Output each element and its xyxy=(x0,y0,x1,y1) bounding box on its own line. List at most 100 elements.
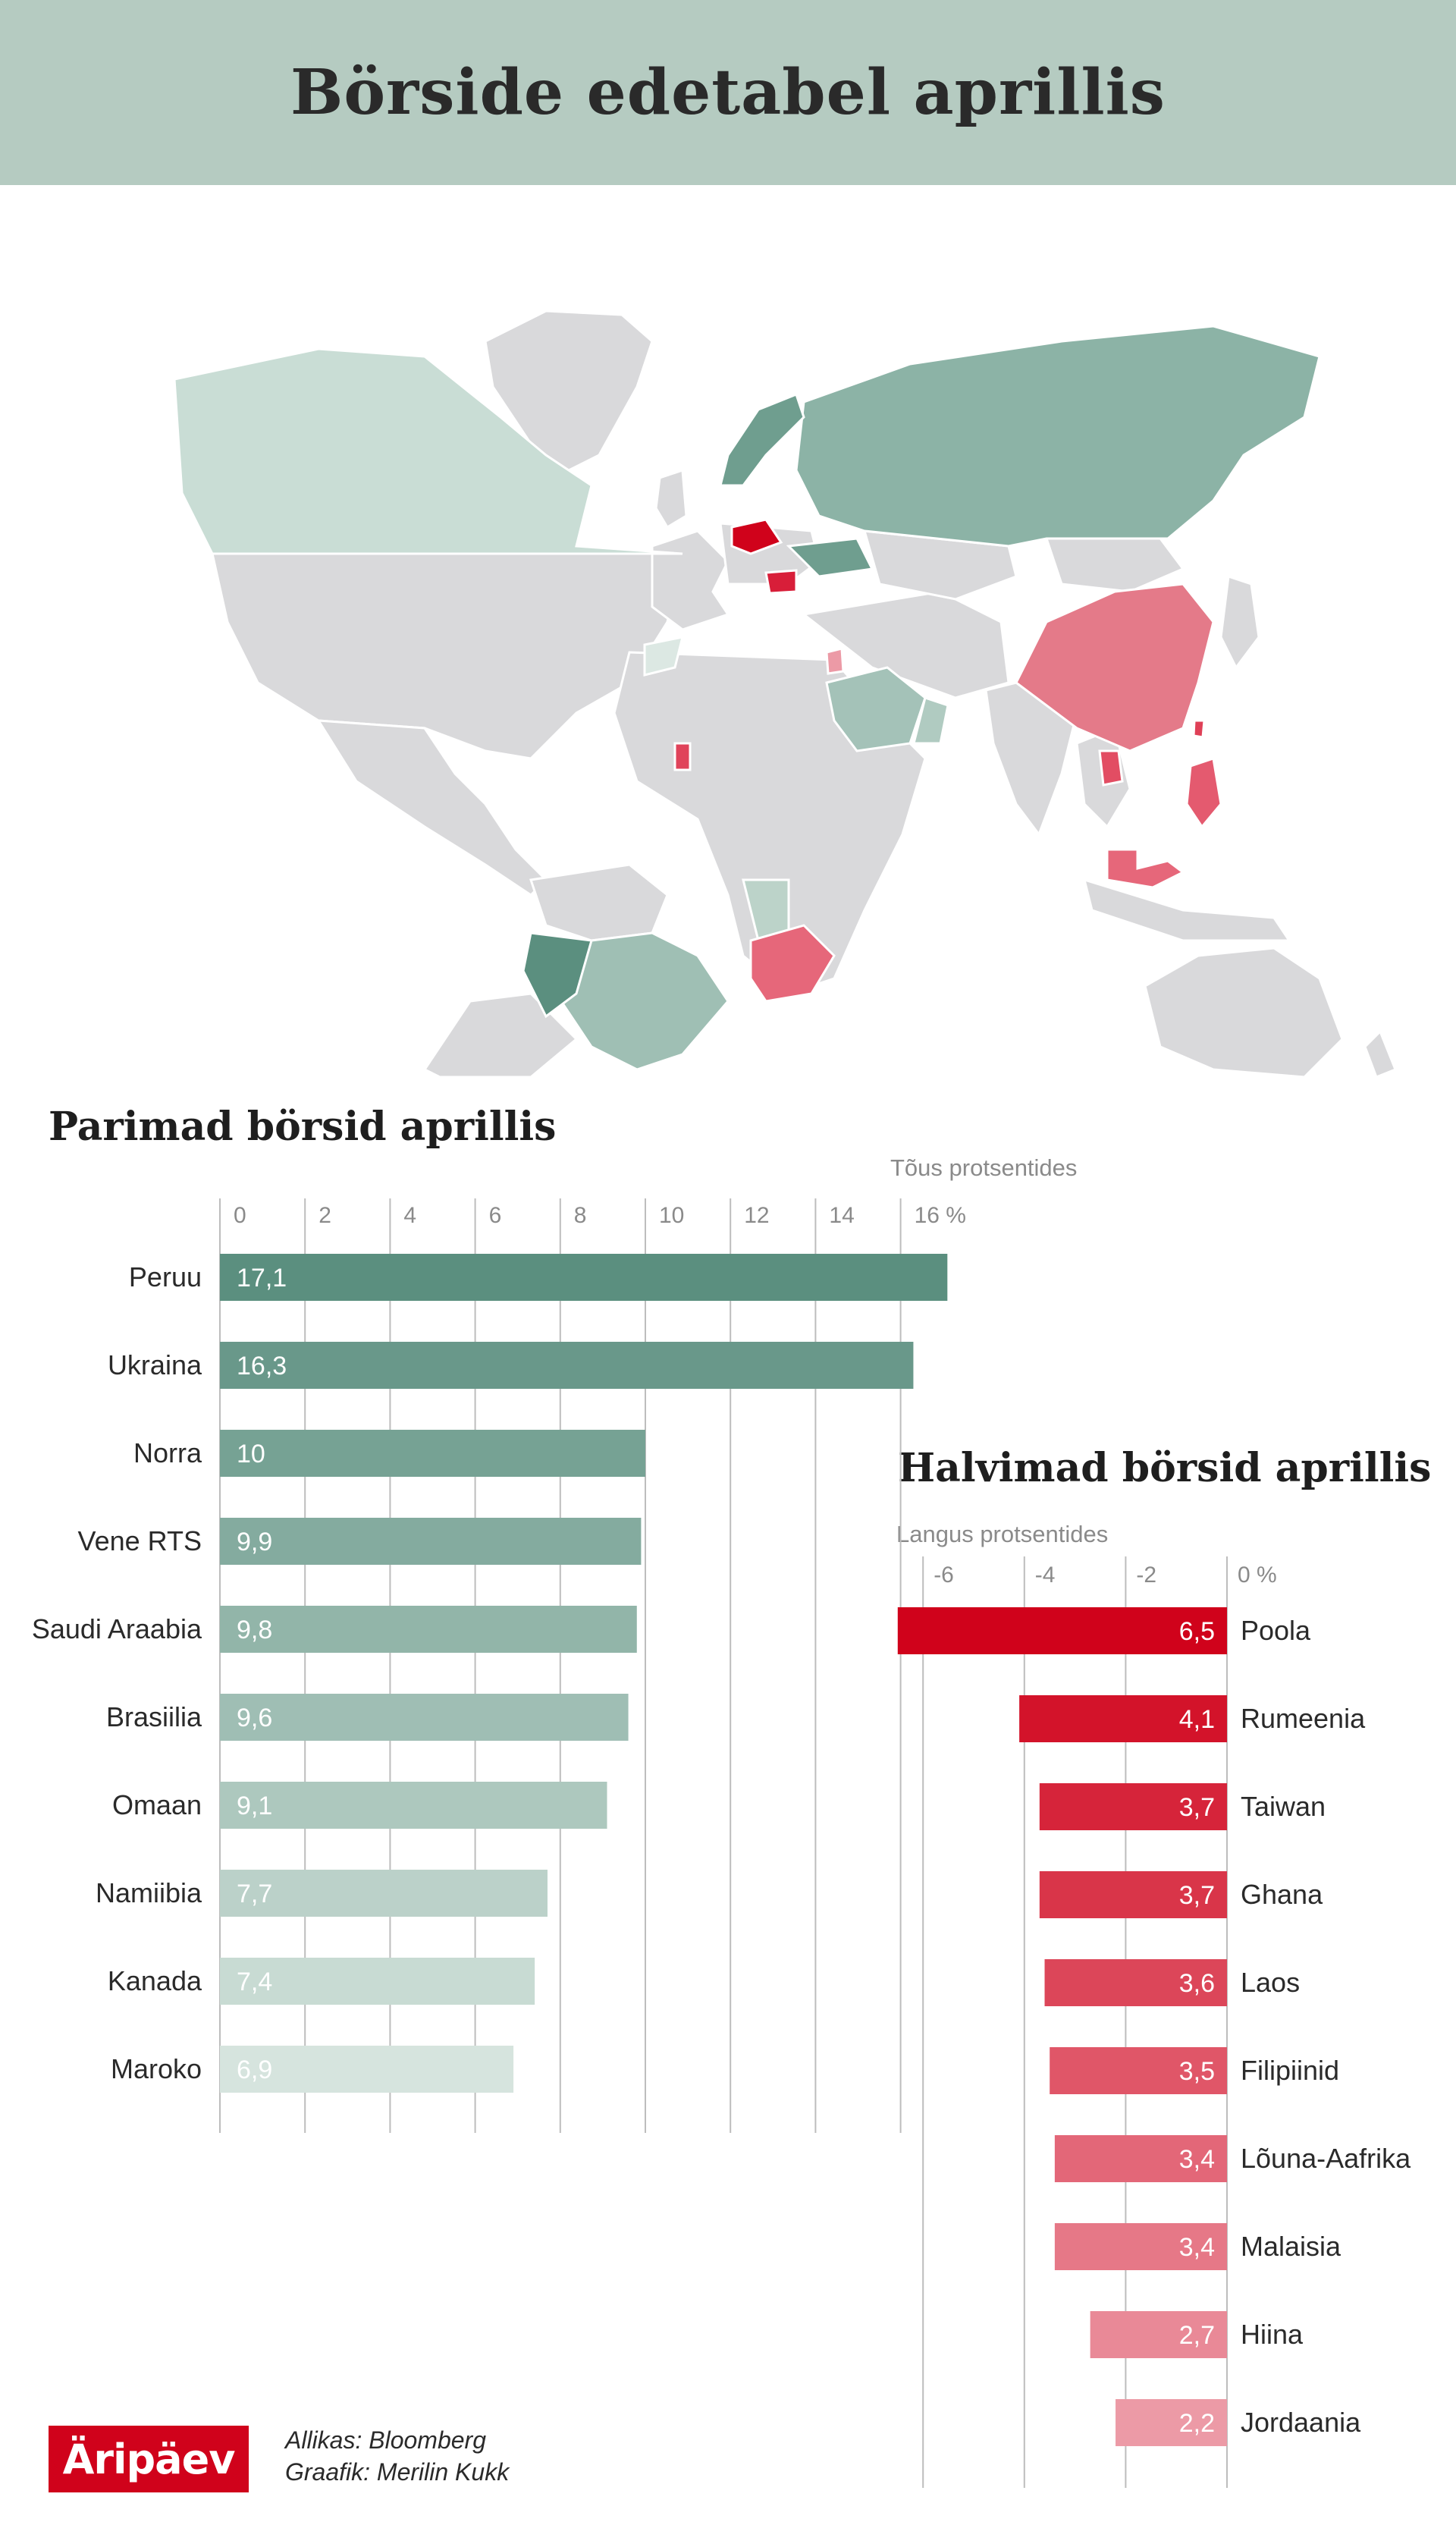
best-bar-value-label: 9,8 xyxy=(237,1616,272,1644)
worst-bar-value-label: 2,7 xyxy=(1179,2321,1215,2350)
worst-category-label: Laos xyxy=(1241,1967,1300,1998)
best-bar-value-label: 9,6 xyxy=(237,1704,272,1732)
best-bar-value-label: 10 xyxy=(237,1440,265,1468)
map-region-china xyxy=(1015,583,1215,752)
world-map xyxy=(173,309,1397,1077)
best-bar-maroko xyxy=(220,2046,514,2093)
map-region-poland xyxy=(730,518,783,555)
best-bar-namiibia xyxy=(220,1870,548,1917)
map-region-argentina xyxy=(422,992,579,1077)
worst-category-label: Taiwan xyxy=(1241,1791,1326,1822)
map-region-west-europe xyxy=(651,529,730,631)
best-x-tick-label: 16 % xyxy=(915,1203,966,1228)
map-loss-regions xyxy=(673,518,1222,1003)
map-region-oman xyxy=(912,696,949,745)
worst-bar-value-label: 3,6 xyxy=(1179,1969,1215,1998)
best-category-label: Vene RTS xyxy=(78,1525,202,1556)
worst-category-label: Poola xyxy=(1241,1615,1311,1646)
map-region-greenland xyxy=(484,309,654,479)
map-region-philippines xyxy=(1185,757,1222,829)
map-region-malaysia xyxy=(1106,848,1185,889)
map-region-south-africa xyxy=(749,924,836,1003)
best-bar-peruu xyxy=(220,1254,948,1301)
map-region-russia xyxy=(795,325,1321,548)
worst-bar-ghana xyxy=(1039,1871,1227,1918)
worst-category-label: Hiina xyxy=(1241,2319,1304,2350)
map-region-australia xyxy=(1144,947,1344,1077)
best-category-label: Ukraina xyxy=(108,1349,202,1380)
best-bar-value-label: 6,9 xyxy=(237,2056,272,2084)
best-category-label: Saudi Araabia xyxy=(32,1613,202,1644)
page-title: Börside edetabel aprillis xyxy=(290,56,1166,129)
map-region-canada xyxy=(173,347,683,555)
worst-x-tick-label: -2 xyxy=(1136,1563,1156,1588)
best-x-tick-label: 8 xyxy=(574,1203,587,1228)
best-bar-brasiilia xyxy=(220,1694,629,1741)
map-region-japan xyxy=(1219,574,1260,670)
worst-bar-taiwan xyxy=(1039,1783,1227,1830)
worst-bar-value-label: 4,1 xyxy=(1179,1705,1215,1734)
best-category-label: Peruu xyxy=(129,1261,202,1292)
worst-bar-hiina xyxy=(1090,2311,1227,2358)
worst-unit-label: Langus protsentides xyxy=(896,1521,1109,1547)
map-region-laos xyxy=(1098,749,1124,787)
best-bar-value-label: 9,9 xyxy=(237,1528,272,1556)
map-region-uk xyxy=(654,468,688,529)
map-region-new-zealand xyxy=(1363,1029,1397,1077)
aripaev-logo: Äripäev xyxy=(49,2426,249,2492)
best-x-tick-label: 4 xyxy=(403,1203,416,1228)
worst-category-label: Rumeenia xyxy=(1241,1703,1366,1734)
best-bar-norra xyxy=(220,1430,645,1477)
best-bar-saudi-araabia xyxy=(220,1606,637,1653)
best-bar-value-label: 16,3 xyxy=(237,1352,287,1380)
map-region-brazil xyxy=(560,931,730,1071)
best-bar-value-label: 7,4 xyxy=(237,1968,272,1996)
source-line: Allikas: Bloomberg xyxy=(285,2426,486,2454)
best-bar-ukraina xyxy=(220,1342,914,1389)
best-category-label: Brasiilia xyxy=(106,1701,202,1732)
worst-bar-filipiinid xyxy=(1050,2047,1227,2094)
worst-category-label: Lõuna-Aafrika xyxy=(1241,2143,1411,2174)
best-x-tick-label: 0 xyxy=(234,1203,246,1228)
worst-category-label: Malaisia xyxy=(1241,2231,1341,2262)
worst-category-label: Ghana xyxy=(1241,1879,1323,1910)
map-region-romania xyxy=(764,569,798,595)
best-category-label: Maroko xyxy=(111,2053,202,2084)
map-region-taiwan xyxy=(1192,719,1206,739)
worst-bar-rumeenia xyxy=(1019,1695,1227,1742)
best-x-tick-label: 6 xyxy=(489,1203,502,1228)
map-region-peru xyxy=(522,931,593,1019)
worst-category-label: Jordaania xyxy=(1241,2407,1361,2438)
worst-bar-value-label: 3,4 xyxy=(1179,2233,1215,2262)
best-category-label: Norra xyxy=(133,1437,202,1468)
worst-x-tick-label: -6 xyxy=(934,1563,954,1588)
map-region-morocco xyxy=(643,636,685,677)
map-region-ukraine xyxy=(786,537,874,578)
worst-x-tick-label: -4 xyxy=(1035,1563,1056,1588)
worst-bar-value-label: 3,7 xyxy=(1179,1793,1215,1822)
best-bar-vene-rts xyxy=(220,1518,642,1565)
best-bar-kanada xyxy=(220,1958,535,2005)
worst-bar-laos xyxy=(1044,1959,1227,2006)
best-category-label: Kanada xyxy=(108,1965,202,1996)
worst-bar-value-label: 3,4 xyxy=(1179,2145,1215,2174)
best-bar-omaan xyxy=(220,1782,607,1829)
best-x-tick-label: 2 xyxy=(318,1203,331,1228)
worst-section-title: Halvimad börsid aprillis xyxy=(898,1445,1432,1491)
best-x-tick-label: 14 xyxy=(829,1203,854,1228)
worst-x-tick-label: 0 % xyxy=(1238,1563,1277,1588)
worst-category-label: Filipiinid xyxy=(1241,2055,1339,2086)
map-region-norway xyxy=(719,393,805,487)
best-bar-value-label: 7,7 xyxy=(237,1880,272,1908)
worst-bar-value-label: 6,5 xyxy=(1179,1617,1215,1646)
best-unit-label: Tõus protsentides xyxy=(890,1154,1078,1181)
credit-line: Graafik: Merilin Kukk xyxy=(285,2458,510,2486)
map-region-jordan xyxy=(825,647,845,675)
best-category-label: Namiibia xyxy=(96,1877,202,1908)
best-bar-value-label: 9,1 xyxy=(237,1792,272,1820)
best-x-tick-label: 12 xyxy=(744,1203,769,1228)
best-section-title: Parimad börsid aprillis xyxy=(49,1104,557,1150)
worst-bar-value-label: 2,2 xyxy=(1179,2409,1215,2438)
worst-bar-value-label: 3,5 xyxy=(1179,2057,1215,2086)
